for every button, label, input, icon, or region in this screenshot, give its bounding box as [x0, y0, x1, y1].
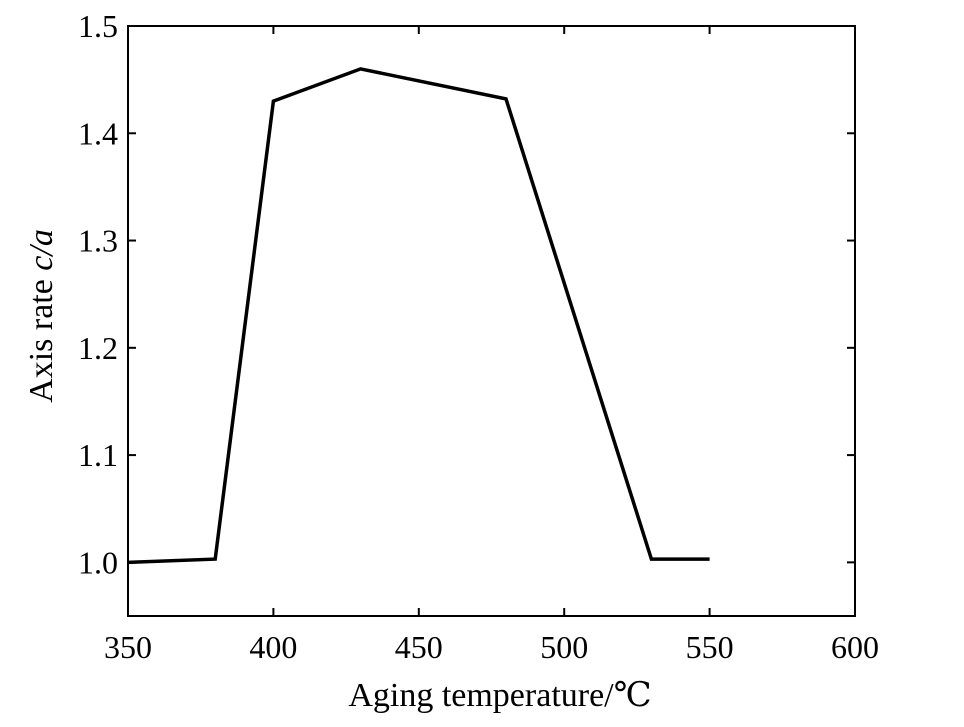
y-tick-label-0: 1.0 — [78, 544, 118, 580]
x-tick-label-1: 400 — [249, 629, 297, 665]
x-tick-label-0: 350 — [104, 629, 152, 665]
y-tick-label-3: 1.3 — [78, 223, 118, 259]
tick-labels: 350 400 450 500 550 600 1.0 1.1 1.2 1.3 1.4 1.5 — [78, 8, 879, 665]
y-axis-label-text: Axis rate — [23, 271, 60, 403]
x-tick-label-4: 550 — [686, 629, 734, 665]
y-axis-label: Axis rate c/a — [23, 229, 60, 403]
y-tick-label-5: 1.5 — [78, 8, 118, 44]
plot-frame — [127, 25, 856, 617]
series-line — [127, 67, 710, 565]
x-axis-label: Aging temperature/℃ — [348, 677, 651, 714]
y-tick-label-4: 1.4 — [78, 115, 118, 151]
tick-marks — [127, 25, 856, 616]
y-tick-label-1: 1.1 — [78, 437, 118, 473]
x-tick-label-3: 500 — [540, 629, 588, 665]
x-tick-label-2: 450 — [395, 629, 443, 665]
x-tick-label-5: 600 — [831, 629, 879, 665]
y-axis-label-symbol: c/a — [23, 229, 60, 271]
y-tick-label-2: 1.2 — [78, 330, 118, 366]
